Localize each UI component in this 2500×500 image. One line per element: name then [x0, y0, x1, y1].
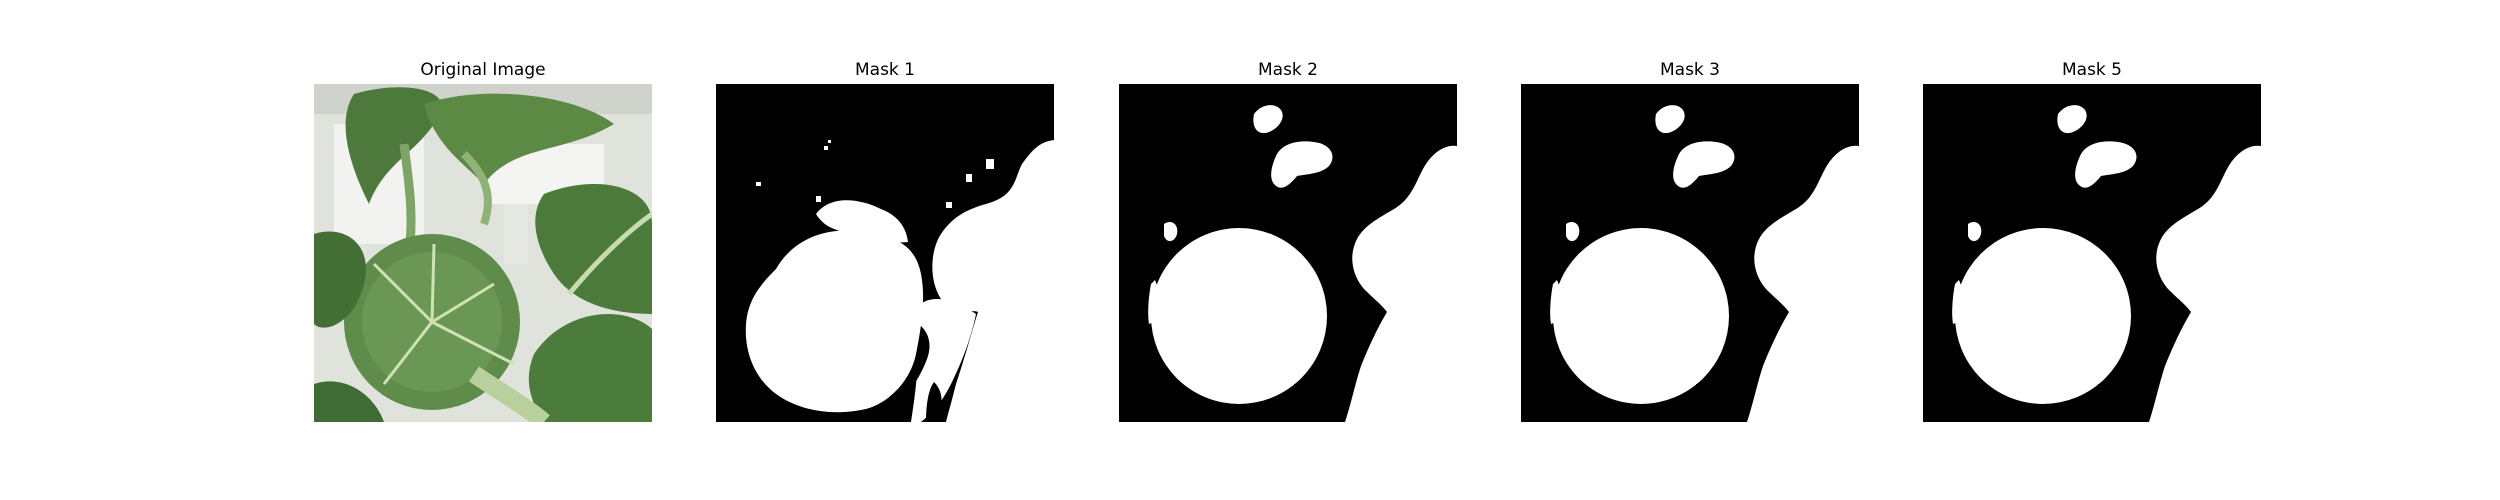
mask-5-panel: [1923, 84, 2261, 422]
original-image: [314, 84, 652, 422]
mask-3-image: [1521, 84, 1859, 422]
original-image-title: Original Image: [420, 60, 546, 80]
mask-5-image: [1923, 84, 2261, 422]
mask-1-panel: [716, 84, 1054, 422]
mask-2-panel: [1119, 84, 1457, 422]
mask-1-image: [716, 84, 1054, 422]
mask-3-title: Mask 3: [1659, 60, 1720, 80]
mask-1-title: Mask 1: [854, 60, 915, 80]
mask-2-image: [1119, 84, 1457, 422]
mask-5-title: Mask 5: [2061, 60, 2122, 80]
mask-3-panel: [1521, 84, 1859, 422]
original-image-panel: [314, 84, 652, 422]
mask-2-title: Mask 2: [1257, 60, 1318, 80]
